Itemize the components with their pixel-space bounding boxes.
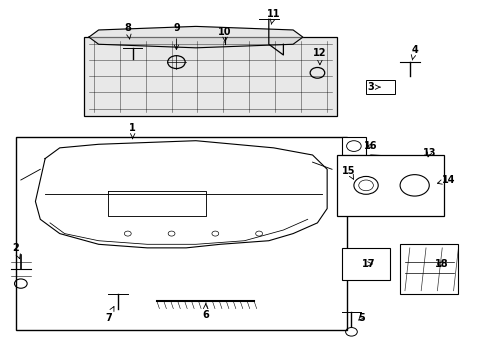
Text: 12: 12: [312, 48, 326, 65]
Bar: [341, 248, 389, 280]
Text: 3: 3: [367, 82, 379, 92]
Bar: [341, 137, 366, 155]
Text: 15: 15: [342, 166, 355, 179]
Text: 7: 7: [105, 307, 114, 323]
Bar: [399, 244, 458, 294]
Text: 16: 16: [364, 141, 377, 151]
Text: 14: 14: [437, 175, 454, 185]
Text: 4: 4: [410, 45, 417, 60]
Text: 11: 11: [266, 9, 280, 24]
Text: 2: 2: [13, 243, 20, 259]
Bar: [336, 155, 443, 216]
Text: 1: 1: [129, 123, 136, 139]
Text: 8: 8: [124, 23, 131, 39]
Text: 5: 5: [357, 312, 364, 323]
Polygon shape: [89, 26, 302, 48]
Bar: [16, 137, 346, 330]
Text: 9: 9: [173, 23, 180, 49]
Bar: [366, 80, 394, 94]
Text: 10: 10: [218, 27, 231, 42]
Text: 18: 18: [434, 259, 447, 269]
Text: 6: 6: [202, 304, 208, 320]
Text: 17: 17: [361, 259, 374, 269]
Bar: [84, 37, 336, 116]
Text: 13: 13: [422, 148, 435, 158]
